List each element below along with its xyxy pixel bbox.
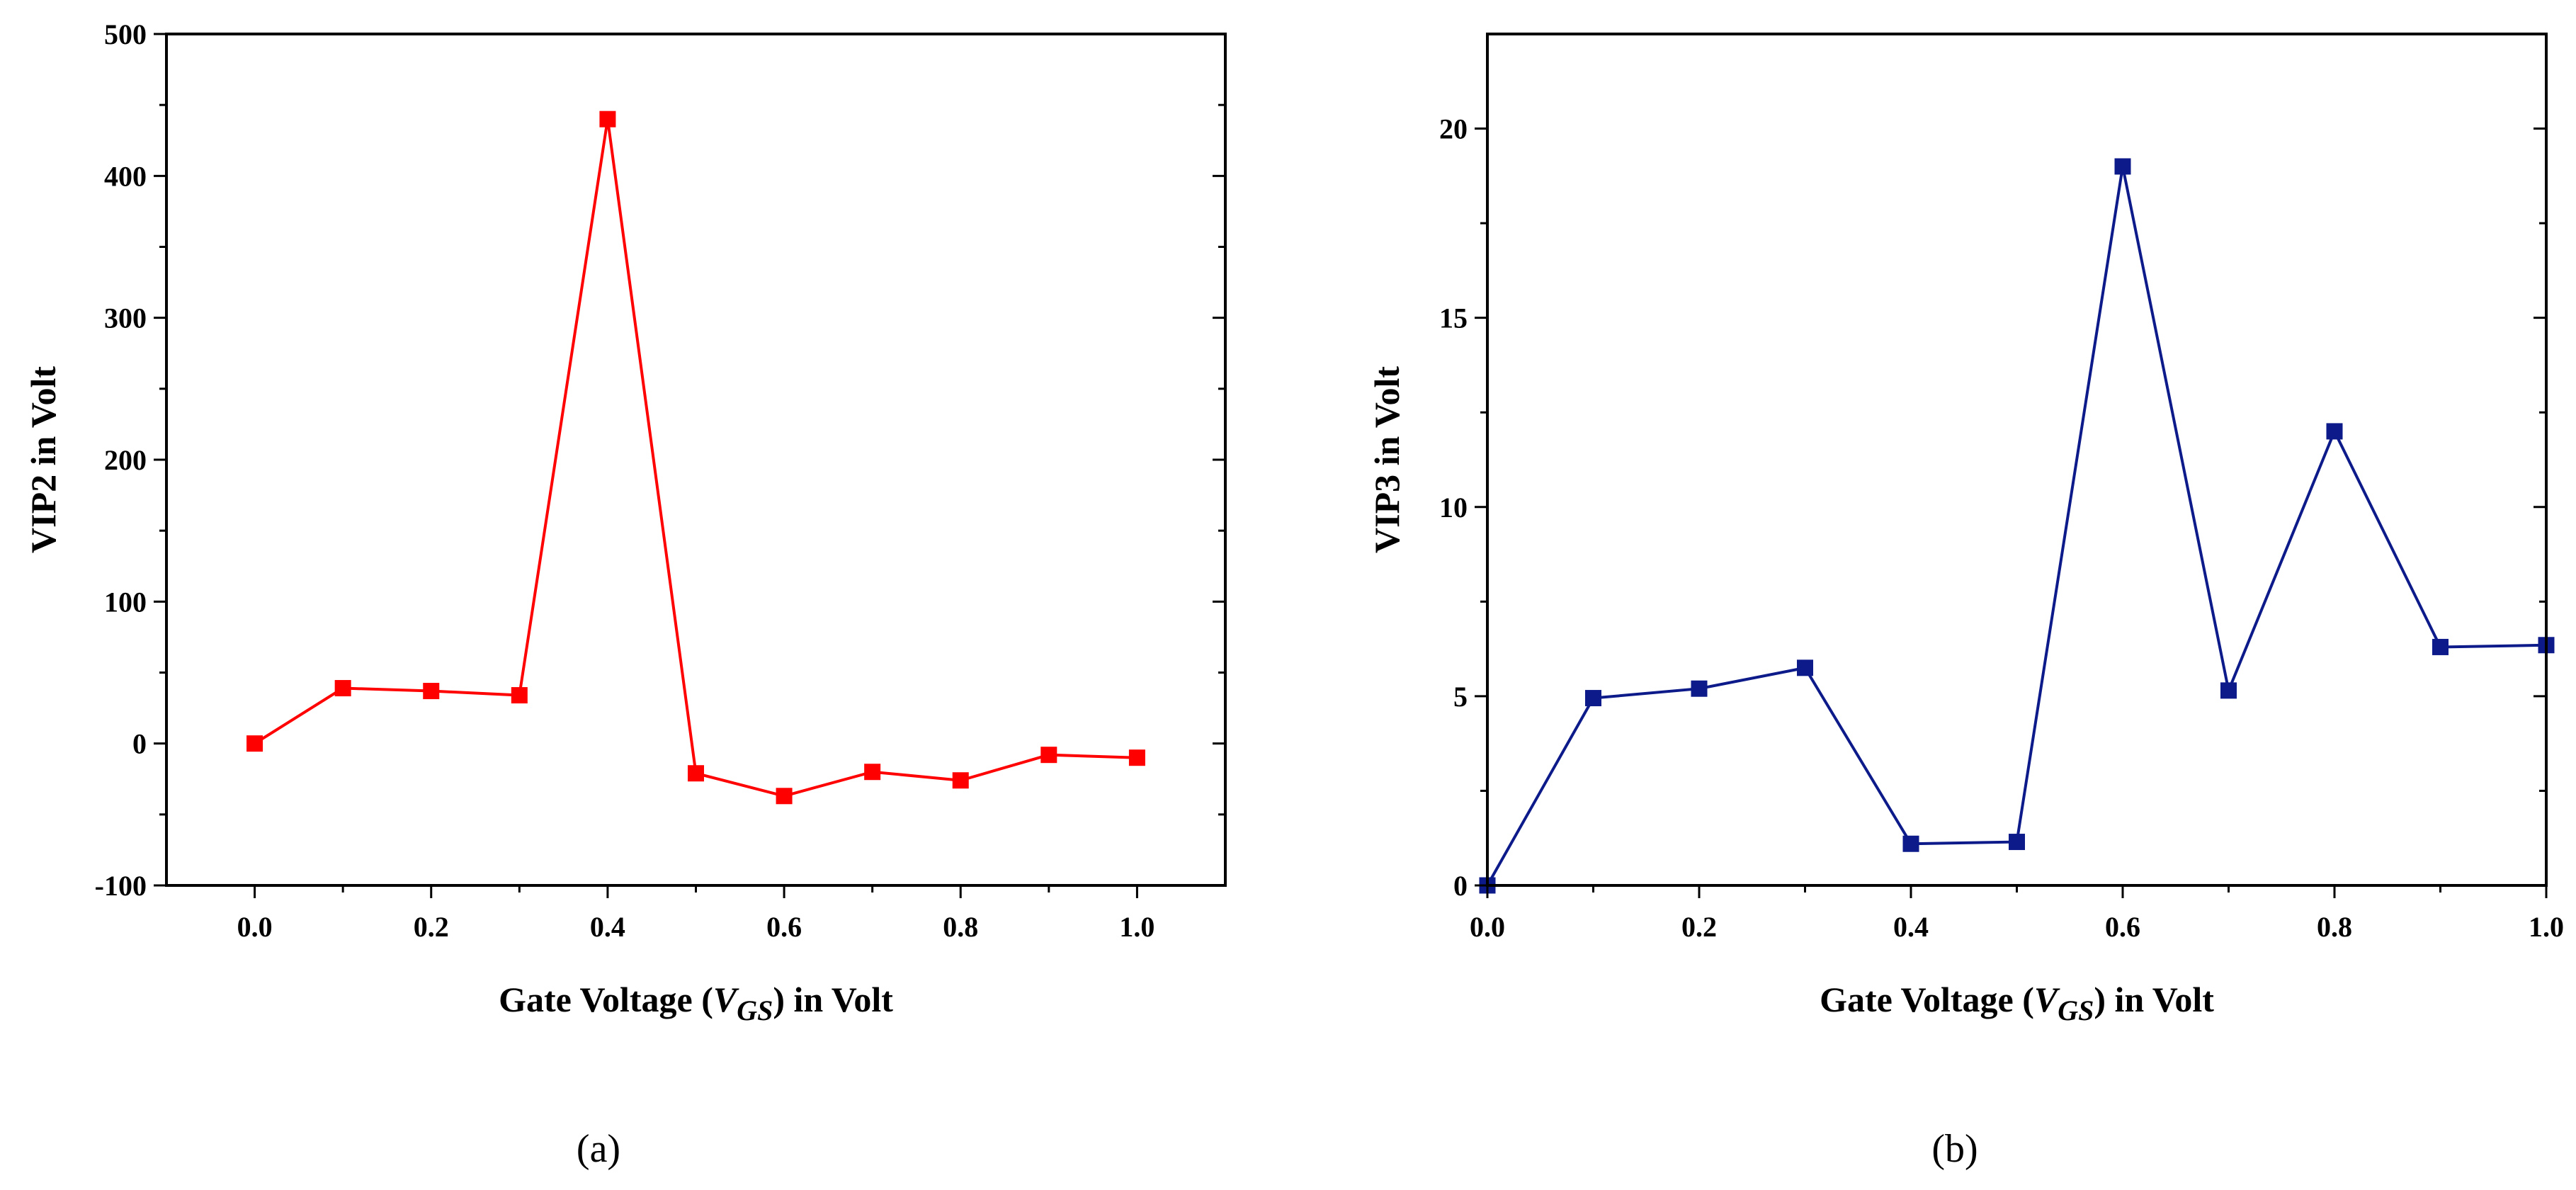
y-tick-label: 0: [1453, 870, 1468, 902]
data-point: [1797, 659, 1813, 676]
x-tick-label: 0.0: [237, 911, 273, 943]
chart-a-marks: [246, 110, 1145, 805]
y-tick-label: 200: [104, 444, 147, 476]
x-tick-label: 0.6: [2105, 911, 2140, 943]
y-tick-label: -100: [95, 870, 147, 902]
chart-a-tick-labels: -100 0 100 200 300 400 500 0.0 0.2 0.4 0.6 0.8 1.0: [95, 18, 1155, 943]
x-tick-label: 0.2: [1681, 911, 1717, 943]
chart-panel-a: -100 0 100 200 300 400 500 0.0 0.2 0.4 0.6 0.8 1.0 V…: [23, 18, 1227, 1171]
x-tick-label: 1.0: [2529, 911, 2564, 943]
data-point: [511, 687, 528, 704]
data-point: [2009, 834, 2025, 851]
chart-b-ylabel: VIP3 in Volt: [1367, 366, 1407, 553]
x-tick-label: 0.2: [414, 911, 449, 943]
y-tick-label: 100: [104, 586, 147, 618]
x-tick-label: 0.0: [1470, 911, 1505, 943]
x-tick-label: 0.8: [943, 911, 978, 943]
chart-b-tick-labels: 0 5 10 15 20 0.0 0.2 0.4 0.6 0.8 1.0: [1439, 113, 2564, 943]
data-point: [1691, 680, 1708, 697]
y-tick-label: 0: [132, 728, 147, 760]
data-point: [688, 765, 704, 782]
data-point: [334, 680, 351, 697]
data-point: [1902, 835, 1919, 852]
y-tick-label: 5: [1453, 681, 1468, 713]
chart-a-frame: [165, 33, 1227, 887]
chart-b-ticks: [1475, 128, 2548, 898]
y-tick-label: 300: [104, 302, 147, 334]
x-tick-label: 0.4: [590, 911, 625, 943]
data-point: [2326, 423, 2343, 440]
y-tick-label: 15: [1439, 302, 1468, 334]
chart-b-xlabel: Gate Voltage (VGS) in Volt: [1820, 980, 2214, 1026]
data-point: [952, 772, 969, 789]
panel-label-a: (a): [577, 1127, 620, 1171]
x-tick-label: 0.8: [2317, 911, 2352, 943]
data-point: [1585, 690, 1601, 707]
data-point: [2432, 638, 2449, 655]
y-tick-label: 500: [104, 18, 147, 50]
y-tick-label: 400: [104, 160, 147, 192]
x-tick-label: 0.6: [766, 911, 802, 943]
chart-a-ylabel: VIP2 in Volt: [23, 366, 63, 553]
x-tick-label: 1.0: [1119, 911, 1154, 943]
y-tick-label: 10: [1439, 492, 1468, 523]
data-point: [2114, 158, 2131, 175]
data-point: [1128, 749, 1145, 766]
x-tick-label: 0.4: [1893, 911, 1929, 943]
data-point: [423, 683, 440, 700]
chart-a-ticks: [154, 33, 1225, 898]
y-tick-label: 20: [1439, 113, 1468, 145]
data-point: [776, 788, 793, 805]
chart-a-xlabel: Gate Voltage (VGS) in Volt: [499, 980, 893, 1026]
chart-b-marks: [1479, 158, 2555, 894]
data-point: [1040, 747, 1057, 764]
chart-b-frame: [1486, 33, 2548, 887]
data-point: [599, 110, 616, 128]
data-point: [2220, 682, 2237, 699]
data-point: [246, 735, 263, 752]
data-point: [864, 764, 881, 781]
panel-label-b: (b): [1931, 1127, 1978, 1171]
series-line: [254, 118, 1137, 798]
series-line: [1486, 166, 2547, 886]
